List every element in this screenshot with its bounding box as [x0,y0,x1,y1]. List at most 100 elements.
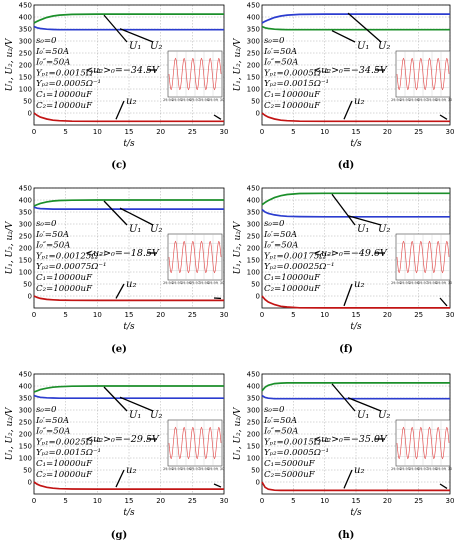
x-tick-label: 30 [220,311,229,319]
y-tick-label: 400 [19,383,32,391]
x-tick-label: 10 [93,311,102,319]
y-axis-label: U₁, U₂, u₂/V [5,406,15,460]
plot-frame [33,187,225,309]
x-tick-label: 15 [125,128,134,136]
inset-zoom: 29.94 29.95 29.96 29.97 29.98 29.99 30 [391,419,452,471]
y-tick-label: 100 [247,86,260,94]
series-line-u2-inst [261,295,450,309]
u2-inst-label: u₂ [126,96,136,107]
x-tick-label: 5 [63,311,67,319]
series-line-u2 [261,208,450,218]
series-line-u2-inst [261,481,450,492]
param-text: Yₚ₂=0.0015Ω⁻¹ [264,79,329,89]
x-tick-label: 5 [291,128,295,136]
y-tick-label: 450 [247,185,260,193]
y-tick-label: 450 [19,2,32,10]
x-tick-label: 10 [320,128,329,136]
inset-tick-label: 29.97 [418,98,428,102]
y-tick-label: 150 [19,74,32,82]
y-tick-label: 350 [19,209,32,217]
y-tick-label: 0 [28,110,32,118]
inset-wave [168,57,222,91]
chart-panel-c: 0 5 10 15 20 25 30050100150200250300350400450t… [5,2,228,172]
inset-wave [396,57,450,91]
inset-tick-label: 29.95 [400,98,410,102]
param-text: I₀″=50A [35,241,70,251]
param-text: C₂=10000uF [36,470,93,480]
y-tick-label: 350 [19,26,32,34]
u2-inst-label: u₂ [126,465,136,476]
u2-arrow [119,28,154,43]
param-text: C₁=5000uF [264,459,316,469]
param-text: s₀=0 [36,36,57,46]
param-text: Yₚ₂=0.00025Ω⁻¹ [264,262,334,272]
y-tick-label: 450 [19,371,32,379]
inset-tick-label: 29.97 [190,281,200,285]
param-text: s₀=0 [264,219,285,229]
y-tick-label: 400 [247,14,260,22]
inset-wave [168,426,222,460]
x-tick-label: 0 [32,311,36,319]
y-tick-label: 350 [247,209,260,217]
y-tick-label: 50 [23,281,32,289]
panel-caption: (g) [111,530,127,541]
y-tick-label: 250 [19,419,32,427]
inset-tick-label: 29.95 [172,281,182,285]
param-text: C₂=10000uF [264,101,321,111]
panel-caption: (f) [339,344,353,355]
param-text: C₁=10000uF [264,90,321,100]
y-axis-label: U₁, U₂, u₂/V [5,220,15,274]
series-line-u2-inst [33,481,224,490]
x-tick-label: 0 [260,497,264,505]
param-text: C₂=10000uF [36,101,93,111]
x-tick-label: 5 [291,497,295,505]
x-tick-label: 20 [156,128,165,136]
u2-inst-arrow [343,100,353,120]
param-text: C₂=10000uF [264,284,321,294]
y-tick-label: 50 [23,467,32,475]
inset-wave [396,240,450,274]
inset-pointer-arrow [439,483,448,489]
inset-tick-label: 29.95 [400,467,410,471]
series-line-u2-inst [261,112,450,123]
param-text: I₀′=50A [263,230,297,240]
chart-panel-g: 0 5 10 15 20 25 30050100150200250300350400450t… [5,371,228,542]
y-tick-label: 100 [19,86,32,94]
series-line-u2 [261,13,450,24]
inset-tick-label: 29.94 [391,467,401,471]
inset-tick-label: 29.94 [391,98,401,102]
param-text: Yₚ₁=0.00175Ω⁻¹ [264,251,334,261]
y-tick-label: 300 [19,38,32,46]
param-text: Yₚ₂=0.0005Ω⁻¹ [36,79,101,89]
u2-inst-arrow [115,283,125,299]
y-tick-label: 150 [19,443,32,451]
param-text: s₀=0 [36,219,57,229]
u2-arrow [119,207,154,226]
x-axis-label: t/s [123,508,135,518]
y-tick-label: 250 [19,233,32,241]
inset-tick-label: 29.94 [163,98,173,102]
x-tick-label: 15 [352,311,361,319]
inset-tick-label: 30 [448,467,452,471]
inset-tick-label: 29.98 [199,98,209,102]
u1-label: U₁ [129,410,141,421]
series-line-u2-inst [33,295,224,302]
y-tick-label: 200 [19,245,32,253]
u2-arrow [119,396,154,412]
x-tick-label: 30 [446,311,455,319]
x-tick-label: 10 [320,497,329,505]
inset-pointer-arrow [439,114,448,120]
x-tick-label: 25 [414,128,423,136]
y-tick-label: 300 [247,221,260,229]
x-tick-label: 0 [260,311,264,319]
param-text: I₀′=50A [35,416,69,426]
x-tick-label: 10 [93,128,102,136]
inset-tick-label: 29.95 [172,98,182,102]
x-tick-label: 0 [260,128,264,136]
y-tick-label: 200 [247,62,260,70]
y-tick-label: 350 [19,395,32,403]
inset-tick-label: 29.94 [391,281,401,285]
u1-arrow [331,30,356,43]
u2-inst-label: u₂ [354,96,364,107]
u2-label: U₂ [378,41,390,52]
